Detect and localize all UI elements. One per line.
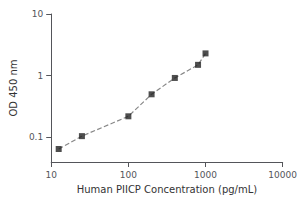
svg-text:1: 1 [37, 71, 43, 81]
svg-text:OD 450 nm: OD 450 nm [8, 59, 19, 116]
svg-text:10: 10 [32, 9, 44, 19]
svg-text:1000: 1000 [194, 170, 217, 180]
svg-text:10000: 10000 [268, 170, 297, 180]
svg-text:10: 10 [45, 170, 57, 180]
svg-text:Human PIICP Concentration (pg/: Human PIICP Concentration (pg/mL) [77, 184, 258, 195]
svg-text:100: 100 [120, 170, 137, 180]
svg-text:0.1: 0.1 [29, 132, 43, 142]
